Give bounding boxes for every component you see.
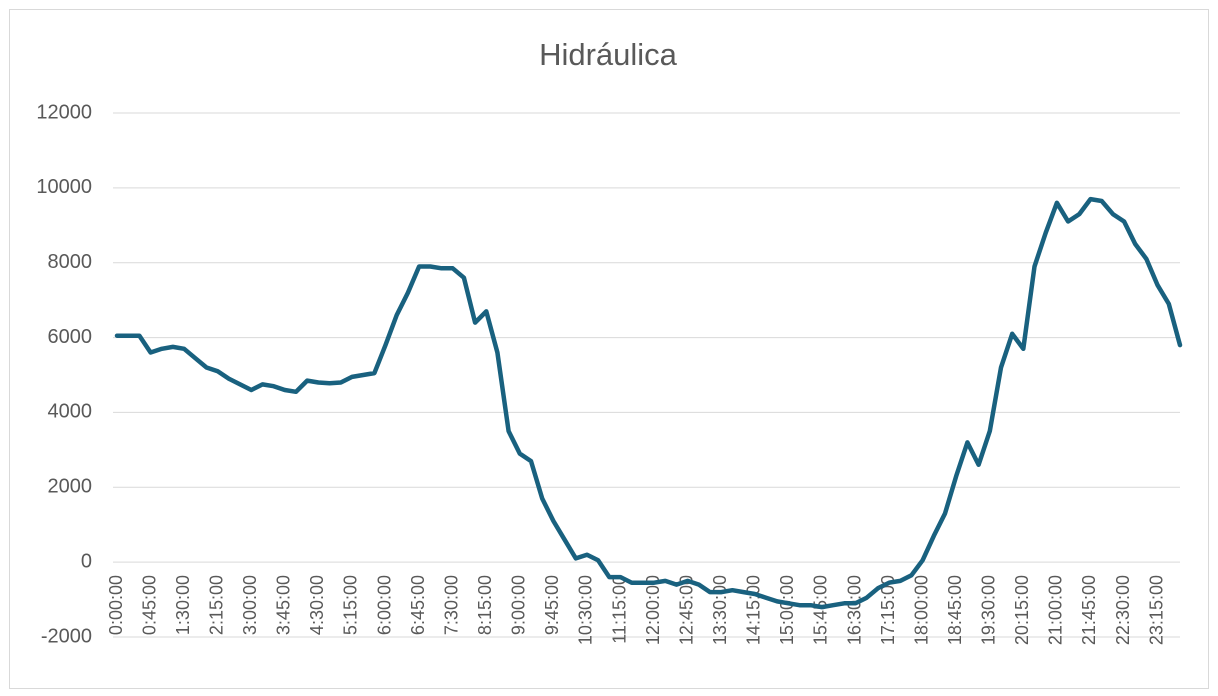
x-tick-label: 8:15:00 xyxy=(475,575,495,635)
x-tick-label: 5:15:00 xyxy=(341,575,361,635)
x-tick-label: 6:00:00 xyxy=(374,575,394,635)
x-tick-label: 23:15:00 xyxy=(1146,575,1166,645)
x-tick-label: 1:30:00 xyxy=(173,575,193,635)
x-tick-label: 17:15:00 xyxy=(878,575,898,645)
y-tick-label: 8000 xyxy=(48,251,93,273)
x-tick-label: 7:30:00 xyxy=(441,575,461,635)
x-tick-label: 16:30:00 xyxy=(844,575,864,645)
y-tick-label: 6000 xyxy=(48,326,93,348)
data-line xyxy=(114,196,1183,610)
y-tick-label: 0 xyxy=(81,550,92,572)
x-tick-label: 3:00:00 xyxy=(240,575,260,635)
x-tick-label: 9:00:00 xyxy=(509,575,529,635)
x-tick-label: 11:15:00 xyxy=(609,575,629,644)
y-tick-label: -2000 xyxy=(41,625,92,647)
x-tick-label: 22:30:00 xyxy=(1113,575,1133,645)
y-tick-label: 2000 xyxy=(48,476,93,498)
y-tick-label: 4000 xyxy=(48,401,93,423)
x-tick-label: 3:45:00 xyxy=(274,575,294,635)
x-tick-label: 14:15:00 xyxy=(744,575,764,645)
x-tick-label: 12:45:00 xyxy=(676,575,696,645)
x-tick-label: 20:15:00 xyxy=(1012,575,1032,645)
x-tick-label: 0:00:00 xyxy=(106,575,126,635)
x-tick-label: 9:45:00 xyxy=(542,575,562,635)
chart-title: Hidráulica xyxy=(539,37,678,72)
x-tick-label: 21:45:00 xyxy=(1079,575,1099,645)
x-tick-label: 18:45:00 xyxy=(945,575,965,645)
x-tick-label: 2:15:00 xyxy=(206,575,226,635)
x-tick-label: 6:45:00 xyxy=(408,575,428,635)
x-tick-label: 13:30:00 xyxy=(710,575,730,645)
y-tick-label: 12000 xyxy=(36,101,92,123)
x-tick-label: 21:00:00 xyxy=(1046,575,1066,645)
x-tick-label: 15:45:00 xyxy=(811,575,831,645)
x-tick-label: 10:30:00 xyxy=(576,575,596,645)
x-tick-label: 12:00:00 xyxy=(643,575,663,645)
y-tick-label: 10000 xyxy=(36,176,92,198)
x-tick-label: 0:45:00 xyxy=(139,575,159,635)
x-tick-label: 18:00:00 xyxy=(911,575,931,645)
x-tick-label: 19:30:00 xyxy=(979,575,999,645)
x-tick-label: 4:30:00 xyxy=(307,575,327,635)
x-tick-label: 15:00:00 xyxy=(777,575,797,645)
